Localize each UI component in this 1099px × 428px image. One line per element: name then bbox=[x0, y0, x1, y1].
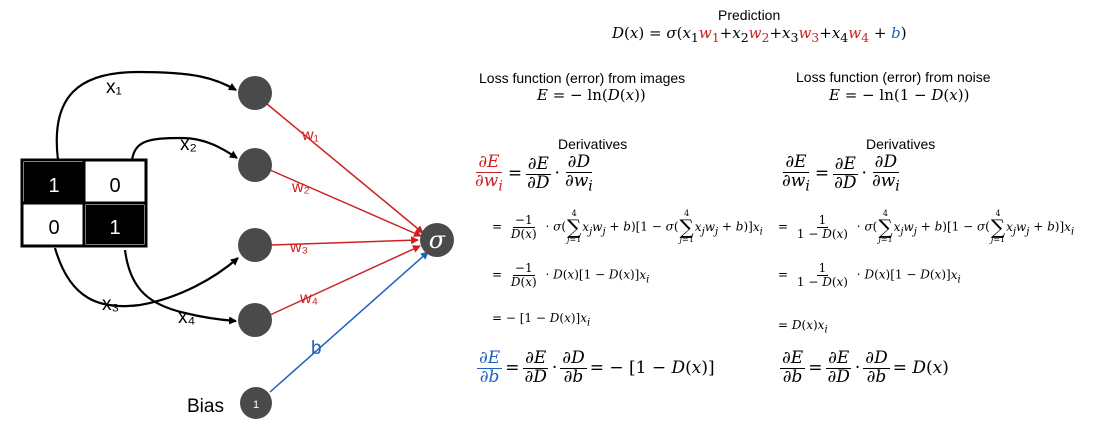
weight-label-w2: w₂ bbox=[291, 179, 310, 196]
edge-w3 bbox=[271, 236, 419, 246]
dE-dw-left-step3: = − [1 − D(x)]xi bbox=[492, 311, 591, 329]
weight-label-w4: w₄ bbox=[299, 290, 318, 307]
bias-node bbox=[240, 387, 272, 419]
input-node-3 bbox=[238, 228, 272, 262]
prediction-title: Prediction bbox=[718, 7, 781, 23]
bias-node-value: 1 bbox=[253, 399, 259, 411]
dE-dw-right: ∂E ∂wi = ∂E ∂D · ∂D ∂wi bbox=[782, 152, 900, 195]
edge-x3 bbox=[53, 247, 239, 308]
weight-label-w3: w₃ bbox=[289, 239, 308, 256]
edge-w2 bbox=[269, 169, 422, 237]
loss-noise-equation: E = − ln(1 − D(x)) bbox=[829, 86, 970, 104]
input-node-1 bbox=[238, 76, 272, 110]
input-label-x1: x₁ bbox=[106, 77, 122, 98]
input-label-x4: x₄ bbox=[178, 307, 196, 328]
input-label-x3: x₃ bbox=[102, 294, 119, 315]
loss-images-equation: E = − ln(D(x)) bbox=[537, 86, 646, 104]
sigma-node bbox=[420, 223, 454, 257]
edge-x1 bbox=[55, 70, 237, 161]
neural-network-diagram: 1 0 0 1 x₁ x₂ x₃ x₄ w₁ w₂ w₃ w₄ b 1 Bias… bbox=[20, 70, 454, 419]
edge-w1 bbox=[266, 103, 424, 234]
edge-x2 bbox=[130, 136, 238, 161]
dE-dw-right-step3: = D(x)xi bbox=[778, 318, 828, 336]
loss-images-title: Loss function (error) from images bbox=[479, 70, 686, 86]
dE-db-right: ∂E ∂b = ∂E ∂D · ∂D ∂b = D(x) bbox=[780, 348, 949, 387]
loss-noise-title: Loss function (error) from noise bbox=[796, 69, 991, 85]
pixel-3: 1 bbox=[109, 217, 120, 239]
pixel-2: 0 bbox=[48, 217, 59, 239]
edge-x4 bbox=[123, 249, 237, 325]
dE-db-left: ∂E ∂b = ∂E ∂D · ∂D ∂b = − [1 − D(x)] bbox=[477, 348, 715, 387]
pixel-1: 0 bbox=[109, 175, 120, 197]
derivatives-right-title: Derivatives bbox=[866, 136, 936, 152]
input-label-x2: x₂ bbox=[180, 134, 197, 155]
input-grid: 1 0 0 1 bbox=[20, 158, 148, 248]
bias-edge-label: b bbox=[311, 338, 322, 359]
derivatives-left-title: Derivatives bbox=[558, 136, 628, 152]
weight-label-w1: w₁ bbox=[301, 127, 319, 144]
input-node-2 bbox=[238, 148, 272, 182]
dE-dw-left-step2: = −1 D(x) · D(x)[1 − D(x)]xi bbox=[492, 261, 650, 289]
dE-dw-left-step1: = −1 D(x) · σ(4 ∑ j=1 xjwj + b)[1 − σ(4 ∑ j=1 x… bbox=[492, 209, 763, 244]
sigma-symbol: σ bbox=[429, 226, 446, 254]
bias-label: Bias bbox=[187, 396, 224, 417]
input-node-4 bbox=[238, 303, 272, 337]
dE-dw-left: ∂E ∂wi = ∂E ∂D · ∂D ∂wi bbox=[475, 152, 593, 195]
prediction-equation: D(x) = σ(x1w1+x2w2+x3w3+x4w4 + b) bbox=[612, 24, 907, 45]
edge-w4 bbox=[269, 245, 421, 316]
pixel-0: 1 bbox=[48, 175, 59, 197]
edge-b bbox=[269, 251, 429, 393]
